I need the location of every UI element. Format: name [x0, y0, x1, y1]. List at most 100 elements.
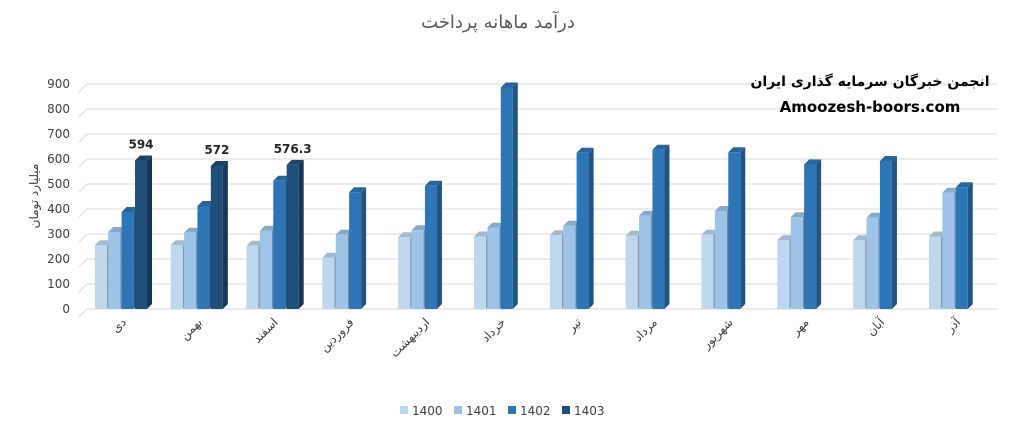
legend-label: 1403 — [574, 404, 605, 418]
bar-top — [322, 252, 340, 258]
bar — [928, 231, 946, 309]
bar-front — [728, 152, 741, 309]
bar-side — [436, 180, 442, 309]
bar — [576, 147, 594, 309]
bar-top — [563, 220, 581, 226]
bar-top — [473, 231, 491, 237]
x-tick-label: اسفند — [250, 315, 281, 346]
x-tick-label: مهر — [788, 315, 812, 339]
bar-top — [121, 207, 139, 212]
x-tick-label: آذر — [942, 314, 965, 337]
x-tick-label: اردیبهشت — [388, 315, 434, 361]
bar — [135, 155, 153, 309]
bar-top — [398, 232, 416, 238]
legend-label: 1402 — [520, 404, 551, 418]
bar-top — [790, 212, 808, 218]
bar-side — [298, 159, 304, 309]
bar-front — [714, 211, 727, 309]
bar — [286, 159, 304, 309]
bar — [652, 144, 670, 309]
bar-top — [487, 222, 505, 228]
bar-top — [335, 229, 353, 235]
bar-top — [108, 227, 126, 232]
bar-top — [955, 182, 973, 188]
x-tick-label: تیر — [564, 315, 585, 336]
bar-top — [625, 230, 643, 236]
bar-front — [625, 235, 638, 309]
y-tick-label: 200 — [47, 252, 70, 266]
bar-side — [222, 161, 228, 309]
bar-side — [147, 155, 153, 309]
bar-front — [652, 149, 665, 309]
bar-top — [210, 161, 228, 166]
x-tick-label: آبان — [863, 314, 888, 339]
bar-front — [335, 234, 348, 309]
bar-side — [588, 147, 594, 309]
bar-front — [804, 164, 817, 309]
bar-front — [184, 232, 197, 309]
y-tick-label: 600 — [47, 152, 70, 166]
legend-swatch — [508, 406, 516, 414]
legend-swatch — [562, 406, 570, 414]
bar-top — [866, 212, 884, 218]
bar-front — [879, 161, 892, 309]
bar-front — [424, 185, 437, 309]
bar-front — [121, 212, 134, 309]
bar-side — [816, 159, 822, 309]
bar — [955, 182, 973, 309]
x-tick-label: شهریور — [699, 315, 737, 353]
bar-side — [740, 147, 746, 309]
bar — [500, 82, 518, 309]
gridline-depth — [78, 308, 88, 318]
y-tick-label: 400 — [47, 202, 70, 216]
bar-side — [967, 182, 973, 309]
bar-front — [246, 245, 259, 309]
x-tick-label: بهمن — [177, 315, 205, 343]
bar-top — [170, 240, 188, 246]
y-axis-label: میلیارد تومان — [27, 164, 42, 229]
legend-swatch — [454, 406, 462, 414]
bar-side — [512, 82, 518, 309]
legend-label: 1400 — [412, 404, 443, 418]
bar-front — [197, 206, 210, 309]
bar-front — [473, 236, 486, 309]
bar-front — [210, 166, 223, 309]
bar-top — [777, 235, 795, 241]
bar-front — [273, 180, 286, 309]
gridline-depth — [78, 183, 88, 193]
gridline-depth — [78, 108, 88, 118]
watermark-line2: Amoozesh-boors.com — [780, 98, 961, 116]
bar-top — [273, 175, 291, 181]
bar-top — [804, 159, 822, 165]
bar-top — [424, 180, 442, 186]
x-tick-label: فروردین — [317, 315, 357, 355]
bar-top — [714, 206, 732, 211]
bar-front — [853, 240, 866, 309]
bar-front — [777, 240, 790, 309]
bar — [349, 187, 367, 309]
bar-front — [94, 245, 107, 309]
bar-front — [866, 217, 879, 309]
bar-top — [928, 231, 946, 237]
bar-front — [563, 225, 576, 309]
bar-top — [500, 82, 518, 88]
x-tick-label: خرداد — [478, 315, 508, 345]
gridline-depth — [78, 158, 88, 168]
bar-front — [487, 227, 500, 309]
bar-front — [322, 257, 335, 309]
bar-front — [942, 192, 955, 309]
bar-top — [639, 210, 657, 216]
bar-front — [398, 237, 411, 309]
bar — [210, 161, 228, 309]
gridline-depth — [78, 258, 88, 268]
bar-top — [197, 201, 215, 206]
bar-top — [576, 147, 594, 153]
bar-side — [361, 187, 367, 309]
data-label: 576.3 — [274, 142, 312, 156]
bar-top — [411, 225, 429, 231]
legend-label: 1401 — [466, 404, 497, 418]
bar-front — [955, 187, 968, 309]
legend: 1400 1401 1402 1403 — [400, 404, 605, 418]
bar-top — [349, 187, 367, 193]
bar-front — [349, 192, 362, 309]
